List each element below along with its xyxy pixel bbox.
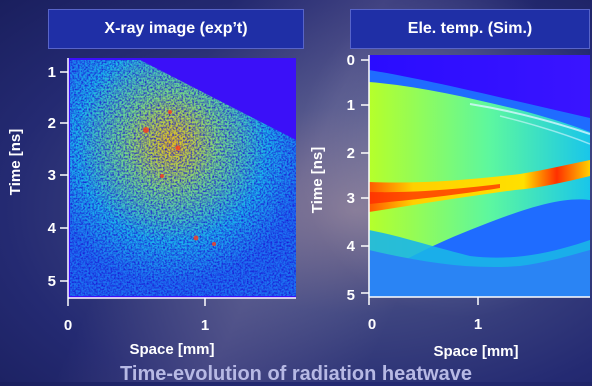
xray-x-tick: 0: [64, 317, 72, 334]
temperature-y-tick: 3: [347, 190, 355, 207]
temperature-x-tick: 0: [368, 316, 376, 333]
xray-panel-title: X-ray image (exp’t): [48, 9, 304, 49]
xray-y-tick: 3: [48, 167, 56, 184]
xray-image: [68, 58, 296, 298]
temperature-axes: [361, 55, 590, 305]
xray-y-tick: 1: [48, 64, 56, 81]
xray-x-ticks: 0 1: [64, 317, 209, 334]
temperature-y-tick: 1: [347, 97, 355, 114]
temperature-y-axis-label: Time [ns]: [309, 147, 326, 213]
xray-x-tick: 1: [201, 317, 209, 334]
xray-y-axis-label: Time [ns]: [7, 129, 24, 195]
xray-x-axis-label: Space [mm]: [129, 341, 214, 358]
temperature-map: [369, 55, 590, 297]
xray-y-tick: 5: [48, 273, 56, 290]
temperature-x-tick: 1: [474, 316, 482, 333]
temperature-y-ticks: 0 1 2 3 4 5: [347, 52, 356, 304]
temperature-y-tick: 2: [347, 145, 355, 162]
temperature-panel-title: Ele. temp. (Sim.): [350, 9, 590, 49]
xray-axes: [60, 58, 296, 306]
xray-y-tick: 2: [48, 115, 56, 132]
slide-caption: Time-evolution of radiation heatwave: [120, 363, 472, 385]
temperature-y-tick: 4: [347, 238, 356, 255]
temperature-y-tick: 0: [347, 52, 355, 69]
temperature-x-ticks: 0 1: [368, 316, 482, 333]
temperature-y-tick: 5: [347, 287, 355, 304]
xray-y-tick: 4: [48, 220, 57, 237]
xray-y-ticks: 1 2 3 4 5: [48, 64, 57, 290]
temperature-x-axis-label: Space [mm]: [433, 343, 518, 360]
